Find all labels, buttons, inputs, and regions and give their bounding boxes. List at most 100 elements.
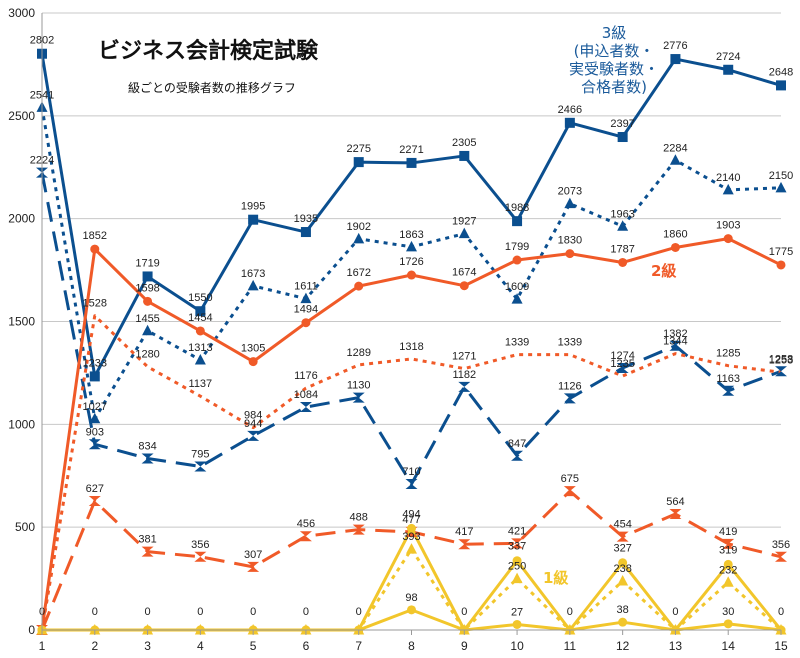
series-6-label-4: 356	[191, 539, 209, 551]
series-1-point-5	[248, 214, 259, 225]
x-tick-label-7: 7	[355, 639, 362, 653]
series-4-point-5	[248, 357, 258, 367]
series-3-point-5	[247, 430, 260, 441]
series-1-label-8: 2271	[399, 144, 423, 156]
series-5-label-15: 1253	[769, 354, 793, 366]
grade1-annotation: 1級	[543, 569, 568, 587]
series-1-label-4: 1550	[188, 292, 212, 304]
x-tick-label-8: 8	[408, 639, 415, 653]
series-4-point-2	[90, 244, 100, 254]
series-4-point-6	[301, 318, 311, 328]
series-5-label-10: 1339	[505, 337, 529, 349]
series-8-label-10: 250	[508, 561, 526, 573]
series-1-point-8	[406, 157, 417, 168]
series-2-point-6	[300, 292, 312, 304]
series-1-point-2	[89, 371, 100, 382]
series-7-label-15: 0	[778, 606, 784, 618]
series-3-point-6	[299, 402, 312, 413]
series-1-label-12: 2397	[610, 118, 634, 130]
series-4-label-8: 1726	[399, 256, 423, 268]
series-8-point-10	[511, 572, 523, 584]
y-tick-label-2500: 2500	[8, 109, 35, 123]
series-4-point-13	[670, 242, 680, 252]
series-3-point-15	[775, 366, 787, 377]
series-3-point-3	[141, 453, 154, 464]
series-4-label-7: 1672	[346, 267, 370, 279]
series-4-label-12: 1787	[610, 243, 634, 255]
series-5-label-6: 1176	[294, 370, 318, 382]
series-4-label-10: 1799	[505, 241, 529, 253]
series-6-label-7: 488	[350, 512, 368, 524]
series-5-label-4: 1137	[189, 378, 213, 390]
series-9-point-14	[723, 619, 733, 629]
series-6-point-6	[299, 531, 312, 542]
series-4-label-3: 1598	[135, 282, 159, 294]
series-7-label-11: 0	[567, 606, 573, 618]
series-4-label-9: 1674	[452, 267, 476, 279]
series-6-point-14	[722, 538, 735, 549]
series-2-point-11	[564, 197, 576, 209]
series-7-point-10	[512, 556, 522, 566]
series-7-label-5: 0	[250, 606, 256, 618]
series-7-label-14: 319	[719, 544, 737, 556]
series-7-label-10: 337	[508, 541, 526, 553]
series-2-point-4	[194, 353, 206, 365]
series-3-label-3: 834	[138, 440, 156, 452]
series-6-point-10	[511, 538, 524, 549]
series-6-point-11	[563, 486, 576, 497]
series-3-label-10: 847	[508, 438, 526, 450]
series-7-label-9: 0	[461, 606, 467, 618]
series-6-label-10: 421	[508, 525, 526, 537]
series-5-label-11: 1339	[558, 337, 582, 349]
series-5-label-5: 984	[244, 410, 262, 422]
y-tick-label-1000: 1000	[8, 417, 35, 431]
series-8-point-14	[722, 576, 734, 587]
x-tick-label-14: 14	[722, 639, 736, 653]
series-7-label-8: 494	[402, 508, 420, 520]
series-7-label-12: 327	[613, 543, 631, 555]
chart-title: ビジネス会計検定試験	[98, 38, 319, 64]
series-1-point-14	[723, 64, 734, 75]
series-1-label-2: 1233	[83, 357, 107, 369]
series-6-label-9: 417	[455, 526, 473, 538]
series-7-point-12	[618, 558, 628, 568]
series-4-label-2: 1852	[83, 230, 107, 242]
series-4-point-12	[618, 257, 628, 267]
series-2-point-7	[353, 232, 365, 244]
series-2-point-5	[247, 279, 259, 291]
series-7-label-7: 0	[356, 606, 362, 618]
series-9-label-14: 30	[722, 606, 734, 618]
x-tick-label-3: 3	[144, 639, 151, 653]
series-5-label-8: 1318	[399, 341, 423, 353]
series-6-point-13	[669, 509, 682, 520]
series-1-label-3: 1719	[135, 257, 159, 269]
series-3-label-4: 795	[191, 448, 209, 460]
series-1-label-9: 2305	[452, 137, 476, 149]
x-tick-label-11: 11	[564, 639, 577, 653]
series-7-label-3: 0	[145, 606, 151, 618]
series-6-point-4	[194, 551, 207, 562]
series-3-point-8	[405, 478, 418, 489]
series-4-point-7	[354, 281, 364, 291]
series-2-point-14	[722, 183, 734, 195]
series-2-label-6: 1611	[294, 281, 318, 293]
series-3-point-12	[616, 362, 629, 373]
grade3-annotation-line1: 3級	[602, 24, 627, 42]
series-1-point-9	[459, 150, 470, 161]
series-6-label-14: 419	[719, 526, 737, 538]
series-3-point-13	[669, 340, 682, 351]
y-tick-label-0: 0	[28, 623, 35, 637]
x-tick-label-1: 1	[39, 639, 46, 653]
series-4-point-4	[195, 326, 205, 336]
series-2-label-12: 1963	[610, 208, 634, 220]
series-3-label-5: 944	[244, 418, 262, 430]
series-5-label-13: 1344	[663, 336, 687, 348]
grade3-annotation-line4: 合格者数)	[581, 78, 647, 96]
series-1-point-6	[300, 227, 311, 238]
series-2-label-2: 1027	[83, 401, 107, 413]
series-1-label-15: 2648	[769, 66, 793, 78]
y-tick-label-3000: 3000	[8, 6, 35, 20]
series-7-label-4: 0	[197, 606, 203, 618]
series-9-label-8: 98	[405, 592, 417, 604]
